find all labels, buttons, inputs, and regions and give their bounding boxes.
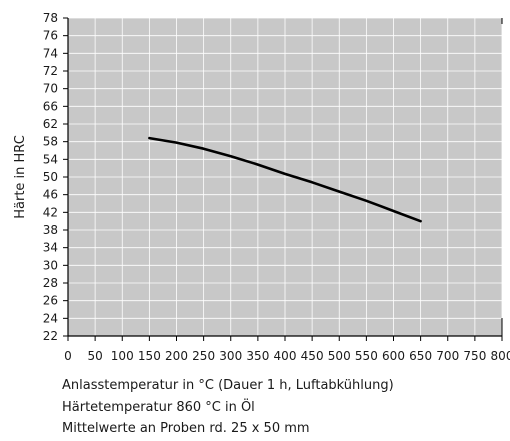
x-tick-label: 550	[355, 349, 378, 363]
x-tick-label: 250	[192, 349, 215, 363]
y-tick-label: 54	[43, 152, 58, 166]
x-tick-label: 400	[274, 349, 297, 363]
y-tick-label: 24	[43, 311, 58, 325]
axes	[67, 18, 502, 337]
y-tick-label: 70	[43, 82, 58, 96]
x-tick-label: 150	[138, 349, 161, 363]
x-axis-label: Anlasstemperatur in °C (Dauer 1 h, Lufta…	[62, 378, 394, 393]
y-tick-label: 22	[43, 329, 58, 343]
x-tick-label: 700	[436, 349, 459, 363]
x-tick-label: 450	[301, 349, 324, 363]
y-tick-labels: 22 24 26 28 30 34 38 42 46 50 54 58 62 66 70 72 74 76 78	[43, 11, 58, 343]
x-tick-label: 100	[111, 349, 134, 363]
y-tick-label: 74	[43, 46, 58, 60]
y-tick-label: 30	[43, 258, 58, 272]
y-tick-label: 26	[43, 294, 58, 308]
x-tick-label: 350	[246, 349, 269, 363]
note-hardening-temperature: Härtetemperatur 860 °C in Öl	[62, 400, 255, 415]
x-tick-label: 750	[463, 349, 486, 363]
y-tick-label: 50	[43, 170, 58, 184]
y-tick-label: 28	[43, 276, 58, 290]
x-tick-label: 500	[328, 349, 351, 363]
y-tick-label: 72	[43, 64, 58, 78]
y-tick-label: 46	[43, 188, 58, 202]
x-tick-label: 0	[64, 349, 72, 363]
series	[148, 136, 422, 223]
y-tick-label: 38	[43, 223, 58, 237]
x-tick-label: 600	[382, 349, 405, 363]
y-tick-label: 66	[43, 99, 58, 113]
y-tick-label: 58	[43, 135, 58, 149]
x-tick-label: 200	[165, 349, 188, 363]
x-tick-label: 650	[409, 349, 432, 363]
y-tick-label: 62	[43, 117, 58, 131]
ticks	[63, 17, 503, 341]
x-tick-label: 50	[87, 349, 102, 363]
y-tick-label: 78	[43, 11, 58, 25]
note-sample-size: Mittelwerte an Proben rd. 25 x 50 mm	[62, 421, 310, 436]
y-tick-label: 34	[43, 241, 58, 255]
y-tick-label: 42	[43, 205, 58, 219]
hardness-curve	[148, 136, 422, 223]
x-tick-labels: 0 50 100 150 200 250 300 350 400 450 500 550 600 650 7…	[64, 349, 510, 363]
x-tick-label: 800	[491, 349, 510, 363]
y-axis-label: Härte in HRC	[13, 135, 28, 219]
y-tick-label: 76	[43, 29, 58, 43]
x-tick-label: 300	[219, 349, 242, 363]
